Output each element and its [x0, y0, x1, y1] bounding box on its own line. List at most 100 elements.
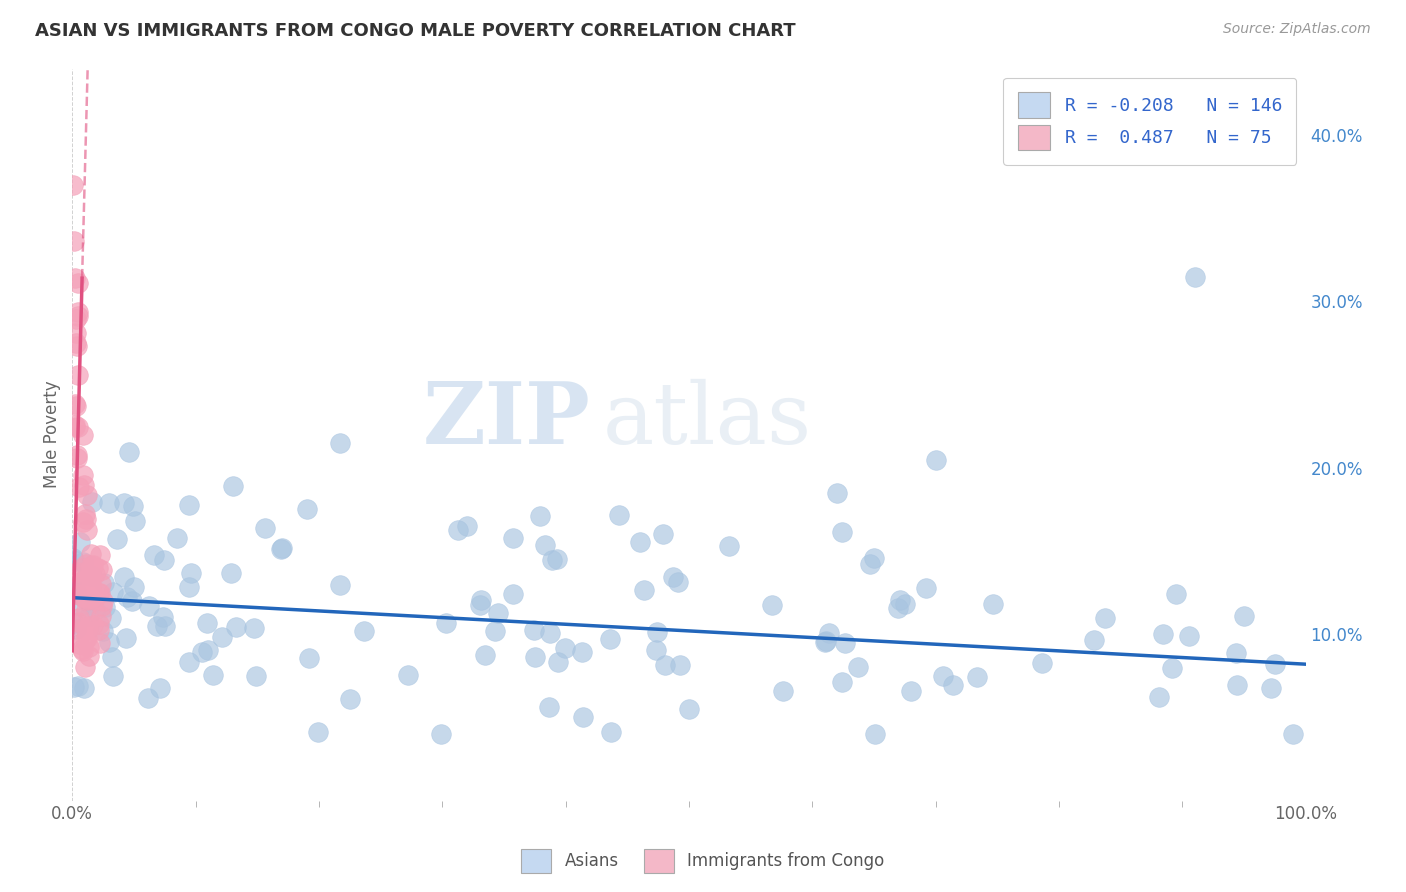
Point: [547, 655, 569, 669]
Point: [75, 511, 97, 525]
Point: [77, 640, 100, 654]
Point: [983, 598, 1005, 612]
Text: ZIP: ZIP: [422, 378, 591, 462]
Point: [859, 557, 882, 571]
Point: [1031, 656, 1053, 670]
Point: [118, 444, 141, 458]
Point: [117, 590, 139, 604]
Point: [654, 657, 676, 672]
Point: [1264, 657, 1286, 672]
Point: [1184, 269, 1206, 284]
Point: [91, 563, 114, 577]
Point: [62, 580, 84, 594]
Point: [79, 597, 101, 611]
Text: ASIAN VS IMMIGRANTS FROM CONGO MALE POVERTY CORRELATION CHART: ASIAN VS IMMIGRANTS FROM CONGO MALE POVE…: [35, 22, 796, 40]
Point: [149, 681, 172, 695]
Point: [1260, 681, 1282, 695]
Point: [83, 602, 105, 616]
Point: [546, 552, 568, 566]
Point: [180, 566, 202, 580]
Point: [101, 650, 124, 665]
Point: [153, 619, 176, 633]
Point: [72, 555, 94, 569]
Point: [834, 636, 856, 650]
Legend: Asians, Immigrants from Congo: Asians, Immigrants from Congo: [515, 842, 891, 880]
Point: [62, 178, 84, 192]
Text: Source: ZipAtlas.com: Source: ZipAtlas.com: [1223, 22, 1371, 37]
Point: [75, 624, 97, 638]
Point: [153, 553, 176, 567]
Point: [538, 626, 561, 640]
Point: [942, 678, 965, 692]
Point: [80, 578, 103, 592]
Point: [63, 616, 86, 631]
Point: [87, 623, 110, 637]
Point: [191, 645, 214, 659]
Point: [814, 635, 837, 649]
Point: [66, 448, 89, 462]
Point: [534, 537, 557, 551]
Point: [863, 551, 886, 566]
Point: [76, 593, 98, 607]
Point: [67, 419, 90, 434]
Point: [80, 570, 103, 584]
Point: [76, 488, 98, 502]
Point: [307, 725, 329, 739]
Point: [69, 535, 91, 549]
Point: [100, 611, 122, 625]
Point: [72, 644, 94, 658]
Point: [430, 727, 453, 741]
Point: [75, 557, 97, 571]
Point: [270, 541, 292, 556]
Point: [65, 420, 87, 434]
Point: [924, 452, 946, 467]
Point: [571, 645, 593, 659]
Point: [65, 554, 87, 568]
Point: [72, 574, 94, 588]
Point: [138, 599, 160, 614]
Point: [67, 305, 90, 319]
Point: [434, 616, 457, 631]
Point: [105, 532, 128, 546]
Point: [63, 397, 86, 411]
Point: [91, 593, 114, 607]
Point: [633, 582, 655, 597]
Point: [75, 602, 97, 616]
Point: [65, 326, 87, 341]
Point: [645, 642, 668, 657]
Point: [122, 580, 145, 594]
Point: [82, 569, 104, 583]
Point: [90, 609, 112, 624]
Point: [628, 535, 651, 549]
Point: [103, 585, 125, 599]
Point: [1226, 678, 1249, 692]
Point: [652, 527, 675, 541]
Point: [146, 619, 169, 633]
Point: [72, 515, 94, 529]
Point: [82, 618, 104, 632]
Point: [456, 519, 478, 533]
Point: [63, 418, 86, 433]
Point: [94, 600, 117, 615]
Point: [197, 643, 219, 657]
Point: [761, 598, 783, 612]
Point: [72, 478, 94, 492]
Point: [63, 270, 86, 285]
Point: [195, 616, 218, 631]
Point: [225, 620, 247, 634]
Point: [80, 559, 103, 574]
Point: [121, 593, 143, 607]
Point: [1147, 690, 1170, 704]
Point: [818, 625, 841, 640]
Point: [70, 622, 93, 636]
Point: [66, 679, 89, 693]
Point: [666, 575, 689, 590]
Point: [124, 514, 146, 528]
Point: [62, 551, 84, 566]
Point: [103, 669, 125, 683]
Point: [70, 561, 93, 575]
Point: [76, 568, 98, 582]
Point: [931, 669, 953, 683]
Point: [73, 681, 96, 695]
Point: [446, 523, 468, 537]
